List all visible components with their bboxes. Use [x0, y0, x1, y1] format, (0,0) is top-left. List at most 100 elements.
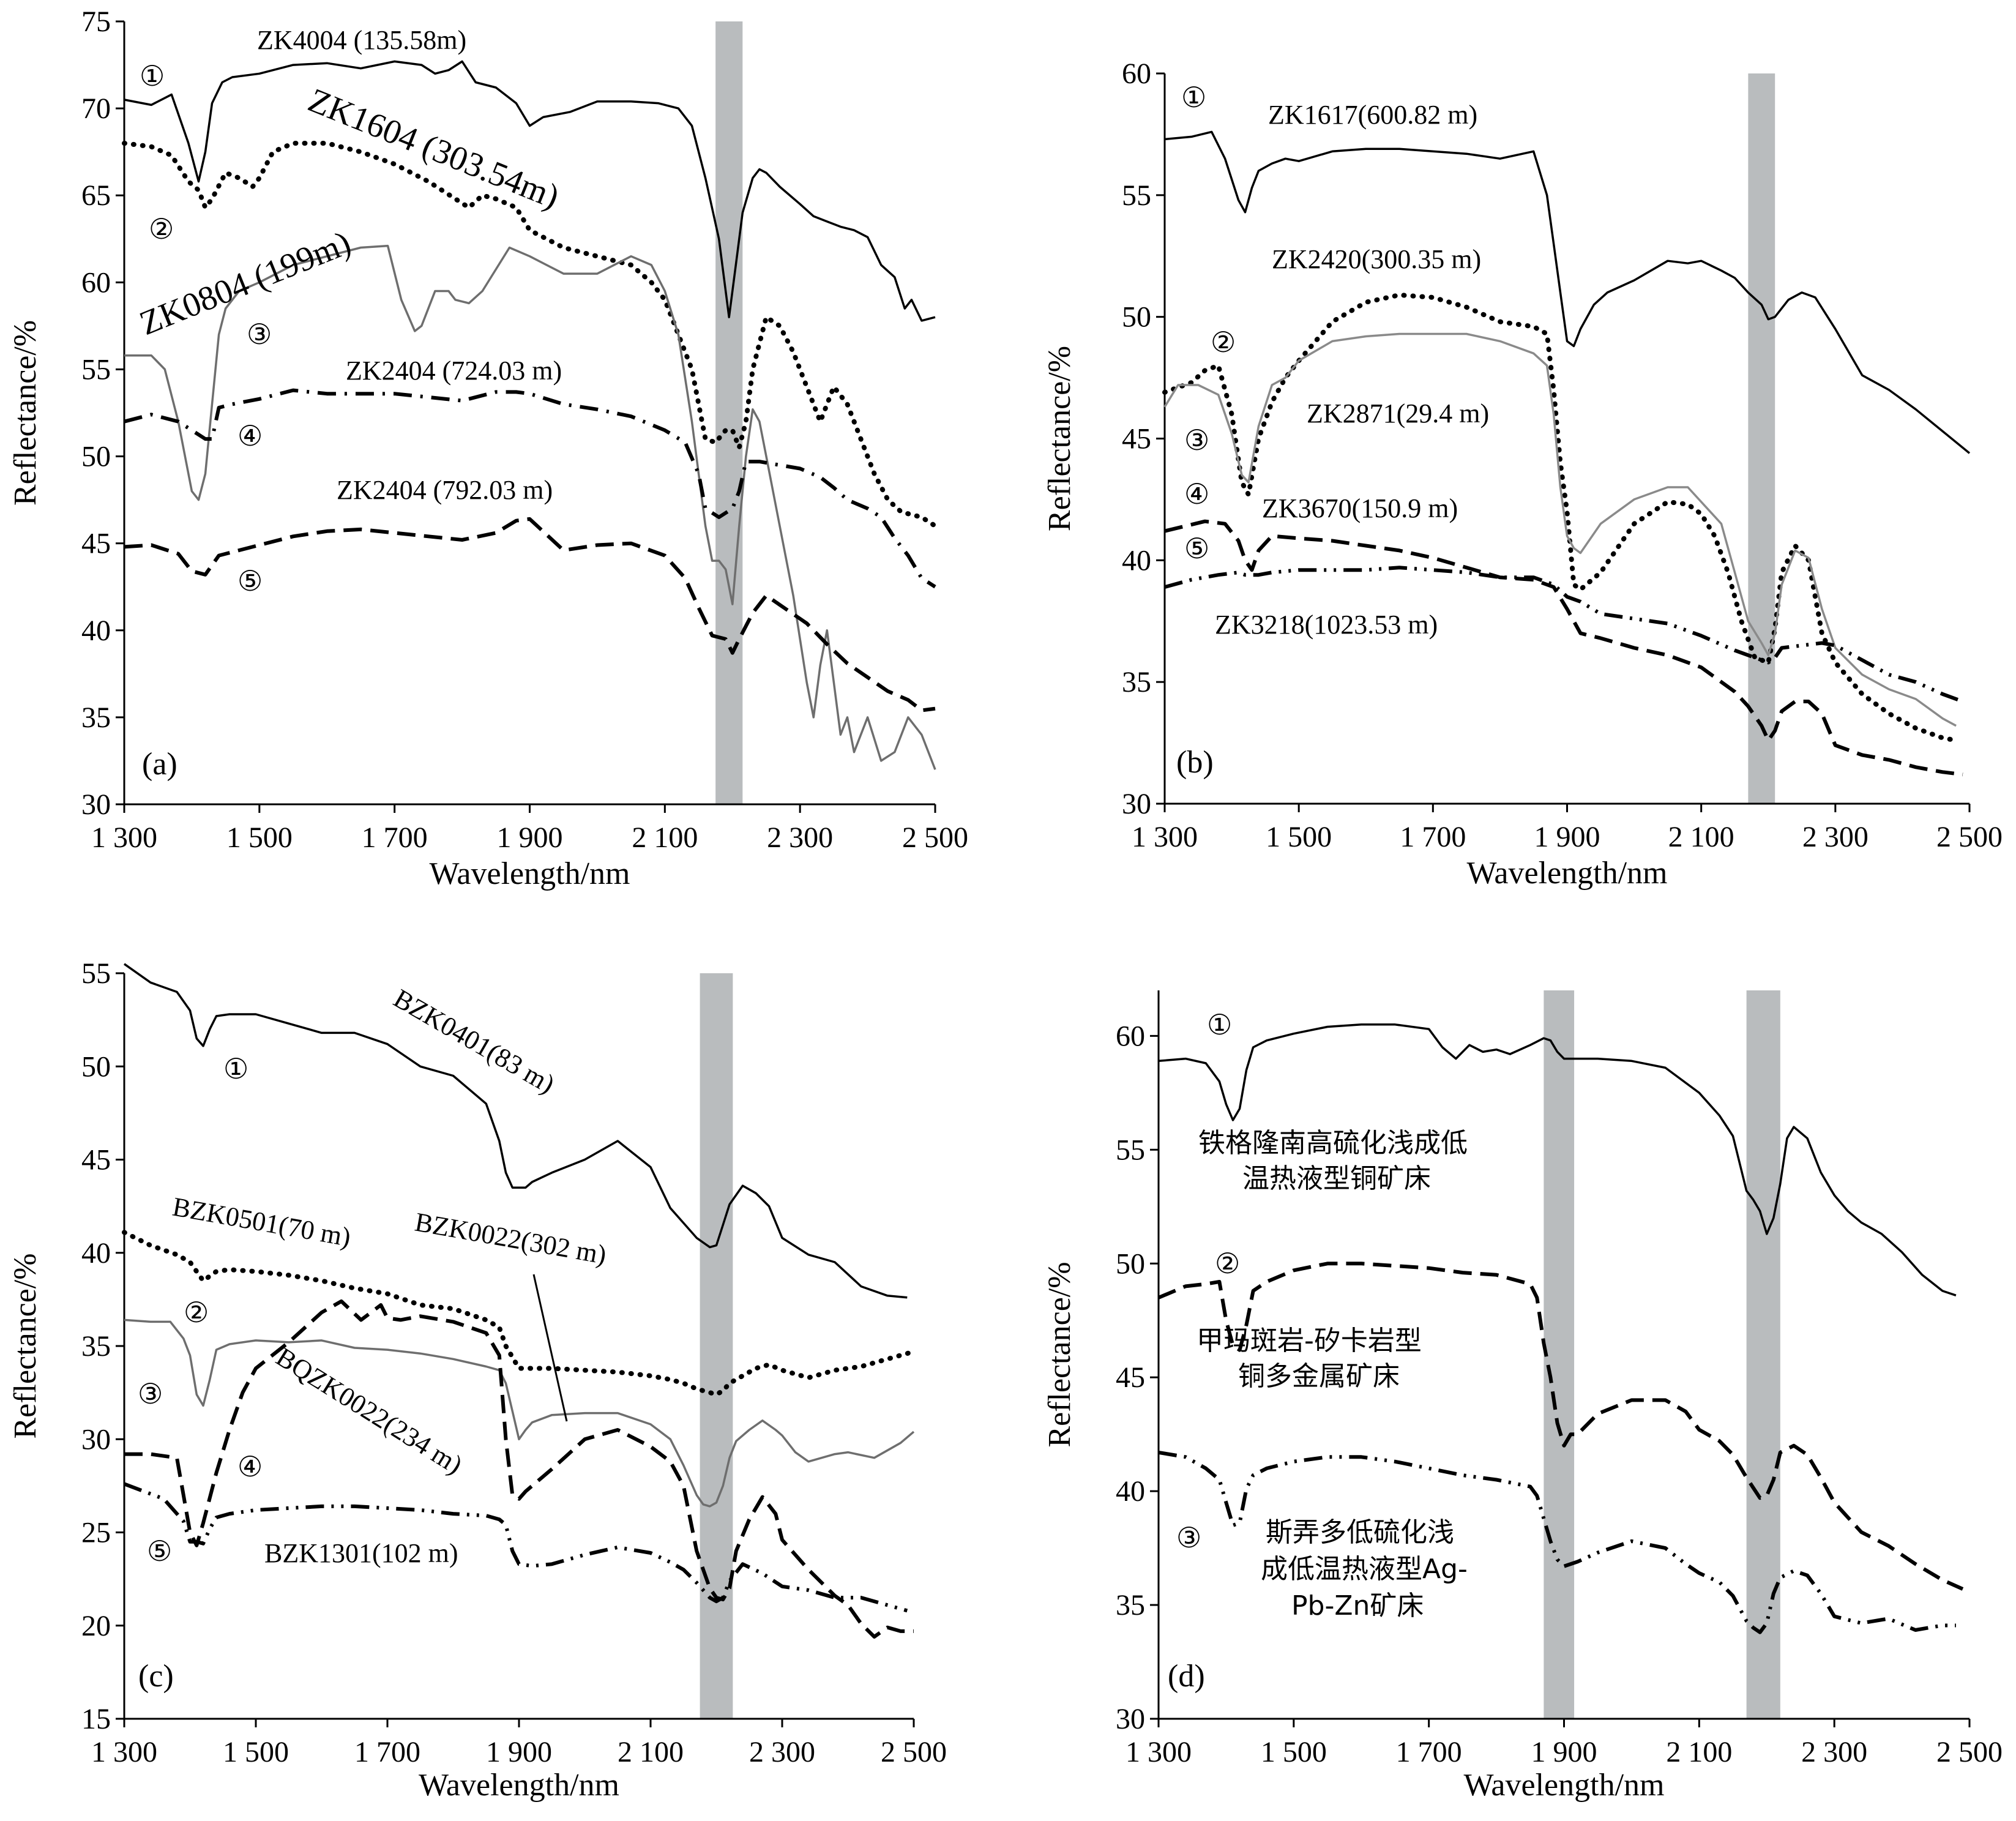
- panel-d-label: (d): [1168, 1659, 1205, 1694]
- panel-d-label-3-line-1: 斯弄多低硫化浅: [1266, 1517, 1454, 1548]
- panel-a-y-tick-label-35: 35: [81, 701, 111, 734]
- panel-d-series: [1157, 1023, 1964, 1634]
- panel-c-label: (c): [138, 1659, 174, 1694]
- panel-a-series-5-line: [124, 517, 936, 712]
- panel-b-series: [1162, 130, 1971, 777]
- panel-c-number-2: ②: [184, 1296, 209, 1329]
- panel-d-series-3-line: [1158, 1450, 1956, 1634]
- panel-a-y-tick-label-75: 75: [81, 6, 111, 38]
- panel-b-x-tick-label-1300: 1 300: [1132, 821, 1198, 853]
- panel-d-number-3: ③: [1176, 1521, 1201, 1554]
- panel-c-series-3-line: [124, 1318, 915, 1508]
- panel-b-label-zk1617: ZK1617(600.82 m): [1268, 100, 1477, 130]
- panel-b-label-zk2871: ZK2871(29.4 m): [1307, 398, 1489, 428]
- panel-b-y-axis-label: Reflectance/%: [1042, 346, 1077, 531]
- panel-b-absorption-bands: [1748, 73, 1775, 804]
- panel-b-series-5-line: [1164, 566, 1964, 703]
- panel-b-x-tick-label-2300: 2 300: [1802, 821, 1869, 853]
- panel-d-number-1: ①: [1207, 1008, 1232, 1041]
- panel-a-series-3-line: [124, 244, 936, 770]
- panel-b-x-tick-label-2500: 2 500: [1936, 821, 2003, 853]
- panel-c-y-axis-label: Reflectance/%: [8, 1253, 43, 1438]
- panel-b-series-4-line: [1164, 519, 1963, 777]
- panel-b-y-tick-label-45: 45: [1122, 423, 1151, 455]
- panel-a-x-tick-label-1700: 1 700: [362, 821, 428, 854]
- panel-c: 15 20 25 30 35 40 45 50 55 1 300 1 500 1 700 1 900 2 …: [8, 957, 947, 1803]
- panel-b-x-tick-label-2100: 2 100: [1668, 821, 1734, 853]
- panel-c-x-tick-label-1300: 1 300: [91, 1736, 157, 1768]
- panel-b-y-tick-label-30: 30: [1122, 788, 1151, 820]
- panel-c-y-tick-label-50: 50: [81, 1050, 111, 1083]
- panel-b: 30 35 40 45 50 55 60 1 300 1 500 1 700 1 900 2 100 2…: [1042, 58, 2003, 891]
- panel-c-series-4-line: [124, 1299, 914, 1639]
- panel-c-y-tick-label-35: 35: [81, 1330, 111, 1363]
- panel-b-y-tick-label-40: 40: [1122, 544, 1151, 577]
- panel-d-label-1-line-1: 铁格隆南高硫化浅成低: [1198, 1127, 1468, 1159]
- panel-d-y-tick-label-60: 60: [1116, 1020, 1145, 1052]
- panel-a-x-tick-label-2300: 2 300: [767, 821, 833, 854]
- panel-a-number-2: ②: [149, 212, 174, 245]
- panel-c-x-tick-label-2100: 2 100: [618, 1736, 684, 1768]
- panel-d-x-tick-label-2100: 2 100: [1666, 1736, 1732, 1768]
- panel-d-x-tick-label-2500: 2 500: [1936, 1736, 2003, 1768]
- panel-d-axes: 30 35 40 45 50 55 60 1 300 1 500 1 700 1 900 2 100 2…: [1042, 990, 2003, 1803]
- panel-c-label-bzk0022: BZK0022(302 m): [413, 1207, 608, 1270]
- panel-a-axes: 30 35 40 45 50 55 60 65 70 75 1 300 1 500 1 700 1 900…: [8, 6, 968, 891]
- panel-a: 30 35 40 45 50 55 60 65 70 75 1 300 1 500 1 700 1 900…: [8, 6, 968, 891]
- panel-d-absorption-bands: [1544, 990, 1780, 1719]
- panel-c-series-2-line: [122, 1230, 916, 1397]
- panel-d-x-axis-label: Wavelength/nm: [1464, 1768, 1665, 1803]
- panel-b-x-axis-label: Wavelength/nm: [1467, 856, 1668, 891]
- panel-c-x-tick-label-2300: 2 300: [749, 1736, 815, 1768]
- panel-a-y-tick-label-45: 45: [81, 528, 111, 560]
- panel-a-y-tick-label-70: 70: [81, 92, 111, 125]
- panel-d-band-2: [1746, 990, 1780, 1719]
- panel-c-number-5: ⑤: [147, 1535, 172, 1568]
- panel-d: 30 35 40 45 50 55 60 1 300 1 500 1 700 1 900 2 100 2…: [1042, 990, 2003, 1803]
- panel-b-y-tick-label-60: 60: [1122, 58, 1151, 90]
- panel-c-number-4: ④: [237, 1450, 263, 1483]
- panel-c-label-bqzk0022: BQZK0022(234 m): [271, 1342, 468, 1480]
- panel-a-x-tick-label-1500: 1 500: [226, 821, 293, 854]
- panel-a-absorption-bands: [715, 21, 743, 804]
- panel-a-label-zk2404-792: ZK2404 (792.03 m): [337, 475, 553, 505]
- panel-b-x-tick-label-1900: 1 900: [1534, 821, 1600, 853]
- panel-d-x-tick-label-2300: 2 300: [1801, 1736, 1867, 1768]
- panel-c-x-axis-label: Wavelength/nm: [419, 1768, 619, 1803]
- panel-b-x-tick-label-1700: 1 700: [1400, 821, 1466, 853]
- panel-b-number-2: ②: [1211, 326, 1236, 359]
- panel-c-series-5-line: [123, 1482, 908, 1613]
- panel-a-band-1: [715, 21, 743, 804]
- panel-b-series-1-line: [1164, 130, 1971, 454]
- panel-d-y-tick-label-35: 35: [1116, 1589, 1145, 1621]
- panel-a-x-tick-label-1900: 1 900: [497, 821, 563, 854]
- panel-c-number-3: ③: [138, 1377, 163, 1410]
- panel-a-y-tick-label-60: 60: [81, 266, 111, 299]
- panel-d-y-tick-label-50: 50: [1116, 1247, 1145, 1280]
- panel-d-y-axis-label: Reflectance/%: [1042, 1262, 1077, 1447]
- panel-d-y-tick-label-55: 55: [1116, 1134, 1145, 1166]
- panel-c-series-1-line: [123, 963, 908, 1299]
- panel-b-y-tick-label-35: 35: [1122, 666, 1151, 698]
- panel-b-y-tick-label-50: 50: [1122, 301, 1151, 334]
- panel-b-number-1: ①: [1181, 81, 1206, 114]
- panel-c-axes: 15 20 25 30 35 40 45 50 55 1 300 1 500 1 700 1 900 2 …: [8, 957, 947, 1803]
- panel-d-x-tick-label-1300: 1 300: [1126, 1736, 1192, 1768]
- panel-c-label-bzk1301: BZK1301(102 m): [264, 1538, 458, 1568]
- panel-c-x-tick-label-1900: 1 900: [486, 1736, 552, 1768]
- panel-a-y-tick-label-55: 55: [81, 353, 111, 386]
- panel-a-y-tick-label-65: 65: [81, 179, 111, 212]
- panel-a-x-axis-label: Wavelength/nm: [430, 856, 630, 891]
- panel-a-label: (a): [142, 747, 177, 782]
- panel-d-label-2-line-1: 甲玛斑岩-矽卡岩型: [1197, 1325, 1422, 1356]
- panel-c-y-tick-label-40: 40: [81, 1237, 111, 1269]
- panel-d-y-tick-label-40: 40: [1116, 1475, 1145, 1508]
- panel-b-number-3: ③: [1184, 424, 1209, 457]
- panel-d-y-tick-label-30: 30: [1116, 1703, 1145, 1735]
- panel-c-x-tick-label-1500: 1 500: [223, 1736, 289, 1768]
- panel-c-label-bzk0501: BZK0501(70 m): [170, 1192, 353, 1252]
- panel-d-label-3-line-2: 成低温热液型Ag-: [1261, 1554, 1468, 1585]
- panel-c-y-tick-label-15: 15: [81, 1703, 111, 1735]
- panel-c-y-tick-label-25: 25: [81, 1517, 111, 1549]
